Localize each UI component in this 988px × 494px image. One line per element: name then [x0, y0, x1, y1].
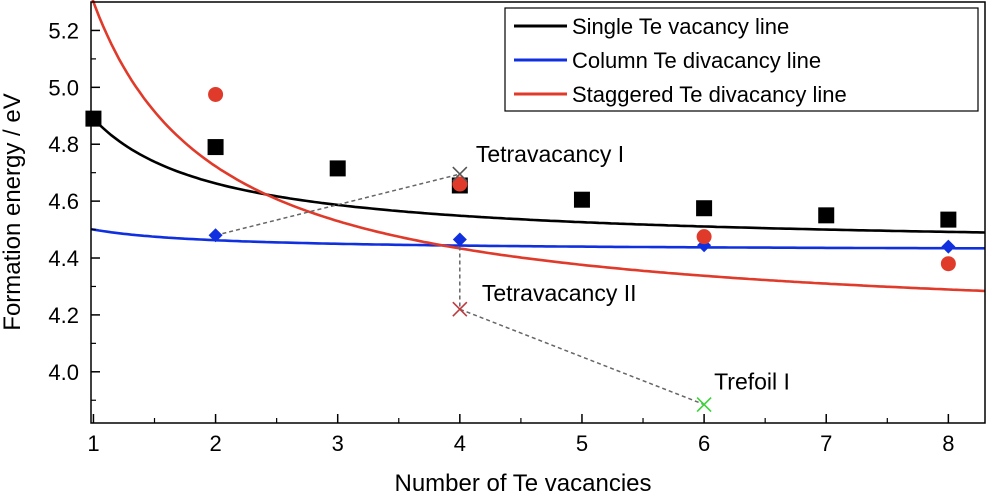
legend-box [504, 7, 979, 112]
y-tick-label-3: 4.6 [48, 189, 79, 214]
y-tick-label-0: 4.0 [48, 360, 79, 385]
fit-curve-1 [90, 227, 985, 250]
annotation-label-2: Trefoil I [714, 369, 790, 395]
x-tick-label-1: 2 [209, 431, 221, 456]
y-axis-label: Formation energy / eV [0, 93, 26, 330]
x-tick-label-4: 5 [576, 431, 588, 456]
annotations: Tetravacancy I Tetravacancy II Trefoil I [452, 141, 790, 413]
data-point-s2-2 [696, 229, 712, 245]
cross-marker-1 [452, 301, 468, 317]
data-point-s1-3 [941, 239, 956, 254]
data-point-s0-5 [696, 200, 713, 217]
legend-label-0: Single Te vacancy line [572, 14, 789, 39]
annotation-label-0: Tetravacancy I [476, 141, 624, 167]
data-point-s1-1 [452, 232, 467, 247]
data-point-s0-6 [818, 207, 835, 224]
data-point-s0-4 [573, 191, 590, 208]
data-point-s2-0 [208, 86, 224, 102]
fit-curve-0 [90, 115, 986, 234]
plot-frame [90, 1, 986, 424]
x-tick-label-3: 4 [454, 431, 466, 456]
fit-curve-2 [91, 0, 986, 293]
y-tick-label-6: 5.2 [48, 18, 79, 43]
dashed-connector-1 [459, 239, 705, 406]
data-point-s0-2 [329, 160, 346, 177]
legend-label-2: Staggered Te divacancy line [572, 82, 847, 107]
axes: 1 2 3 4 5 6 7 8 4.0 4.2 4.4 4.6 4.8 5.0 5.2 [48, 18, 954, 456]
data-markers [85, 86, 957, 272]
y-tick-label-5: 5.0 [48, 75, 79, 100]
x-tick-label-5: 6 [698, 431, 710, 456]
legend: Single Te vacancy line Column Te divacanc… [504, 7, 979, 112]
annotation-label-1: Tetravacancy II [482, 280, 637, 306]
y-tick-label-1: 4.2 [48, 303, 79, 328]
x-tick-label-2: 3 [332, 431, 344, 456]
x-tick-label-7: 8 [942, 431, 954, 456]
cross-marker-0 [452, 166, 468, 182]
data-point-s0-7 [940, 211, 957, 228]
data-point-s1-0 [208, 228, 223, 243]
y-tick-label-2: 4.4 [48, 246, 79, 271]
data-point-s2-3 [940, 256, 956, 272]
data-point-s0-1 [207, 139, 224, 156]
cross-marker-2 [696, 396, 712, 413]
dashed-connectors [215, 173, 705, 406]
y-tick-label-4: 4.8 [48, 132, 79, 157]
x-tick-label-6: 7 [820, 431, 832, 456]
legend-label-1: Column Te divacancy line [572, 48, 821, 73]
data-point-s2-1 [452, 176, 468, 192]
data-point-s0-0 [85, 110, 102, 127]
fit-curves [90, 0, 986, 293]
x-tick-label-0: 1 [87, 431, 99, 456]
x-axis-label: Number of Te vacancies [394, 470, 651, 494]
